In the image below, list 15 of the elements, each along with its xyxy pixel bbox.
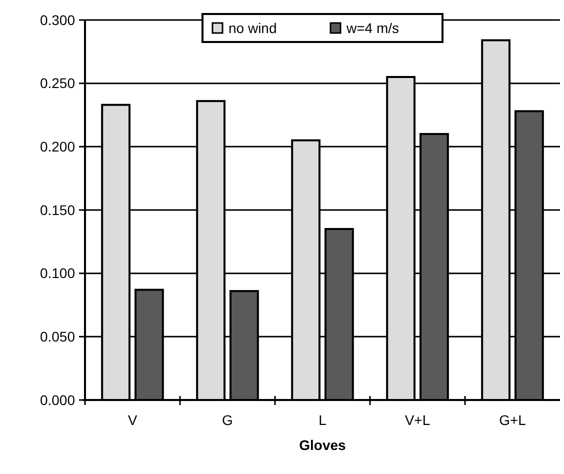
y-tick-label: 0.300 — [40, 12, 76, 28]
x-tick-label: G+L — [499, 412, 526, 428]
x-axis-title: Gloves — [299, 437, 346, 453]
legend-label: no wind — [228, 20, 277, 36]
y-tick-label: 0.250 — [40, 75, 76, 92]
y-tick-label: 0.050 — [40, 328, 76, 345]
y-tick-label: 0.200 — [40, 138, 76, 155]
y-tick-label: 0.100 — [40, 265, 76, 282]
x-tick-label: L — [318, 412, 327, 428]
x-tick-label: V+L — [404, 412, 430, 428]
x-tick-label: G — [222, 412, 233, 428]
legend-label: w=4 m/s — [346, 20, 400, 36]
y-tick-label: 0.000 — [40, 392, 76, 408]
x-tick-label: V — [128, 412, 138, 428]
y-tick-label: 0.150 — [40, 202, 76, 218]
